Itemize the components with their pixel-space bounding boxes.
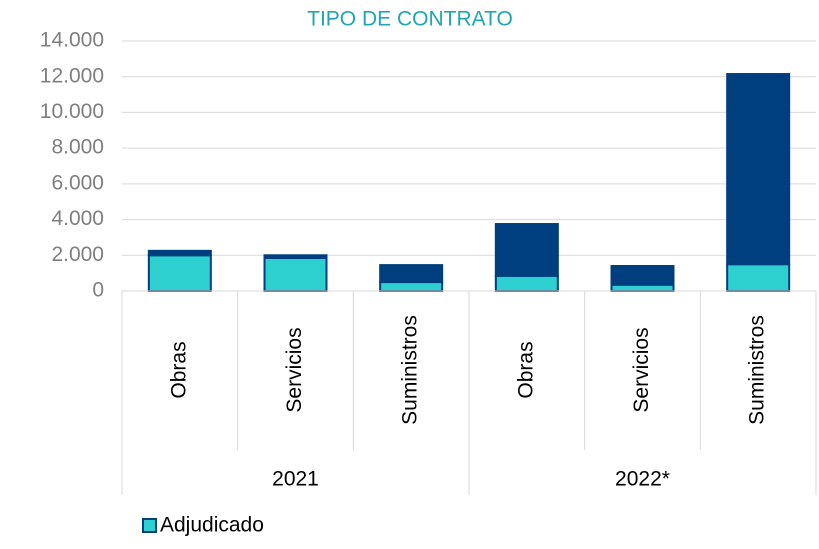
bar-segment	[263, 254, 328, 259]
y-tick-label: 2.000	[51, 243, 104, 266]
bar-segment	[610, 265, 675, 286]
group-label: 2022*	[615, 468, 670, 491]
legend-label: Adjudicado	[160, 514, 264, 537]
bar-segment	[726, 73, 791, 266]
bar-segment	[726, 263, 791, 293]
x-tick-label: Obras	[514, 341, 537, 398]
group-label: 2021	[272, 468, 319, 491]
y-tick-label: 4.000	[51, 207, 104, 230]
y-tick-label: 12.000	[40, 64, 104, 87]
x-tick-label: Servicios	[630, 327, 653, 412]
chart-title: TIPO DE CONTRATO	[307, 8, 513, 31]
y-tick-label: 14.000	[40, 29, 104, 52]
bar-segment	[494, 223, 559, 277]
legend-swatch	[142, 518, 157, 533]
y-tick-label: 8.000	[51, 136, 104, 159]
bar-segment	[494, 274, 559, 293]
bar-segment	[147, 254, 212, 293]
x-tick-label: Servicios	[283, 327, 306, 412]
x-tick-label: Obras	[167, 341, 190, 398]
bar-segment	[263, 256, 328, 293]
y-tick-label: 0	[92, 279, 104, 302]
x-tick-label: Suministros	[746, 315, 769, 425]
bar-segment	[147, 249, 212, 257]
y-tick-label: 6.000	[51, 171, 104, 194]
bar-segment	[379, 264, 444, 284]
y-tick-label: 10.000	[40, 100, 104, 123]
bar-segment	[379, 281, 444, 293]
x-tick-label: Suministros	[399, 315, 422, 425]
